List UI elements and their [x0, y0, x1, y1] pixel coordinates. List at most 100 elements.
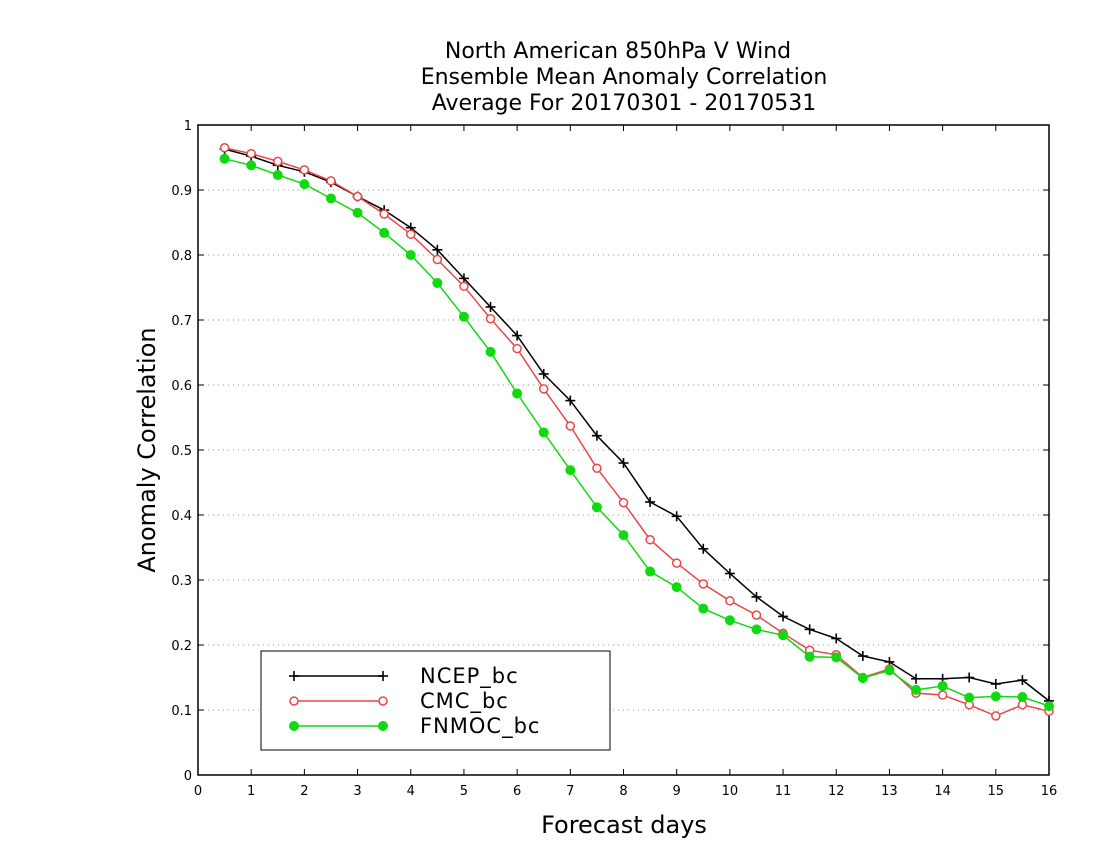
data-point — [618, 458, 629, 468]
data-point — [964, 672, 975, 683]
legend-marker — [378, 671, 388, 681]
y-tick-label: 0 — [184, 769, 192, 784]
y-tick-label: 0.3 — [171, 574, 192, 589]
data-point — [724, 568, 735, 579]
data-point — [778, 630, 789, 641]
x-tick-label: 4 — [407, 784, 415, 799]
series-cmc-bc — [219, 143, 1054, 721]
data-point — [724, 615, 735, 626]
y-tick-label: 0.5 — [171, 444, 192, 459]
x-tick-label: 5 — [460, 784, 468, 799]
x-tick-label: 14 — [934, 784, 951, 799]
data-point — [911, 684, 922, 695]
data-point — [432, 277, 443, 288]
x-tick-label: 1 — [247, 784, 255, 799]
x-tick-label: 9 — [673, 784, 681, 799]
legend-marker — [289, 671, 299, 681]
x-tick-label: 2 — [300, 784, 308, 799]
data-point — [432, 244, 443, 255]
data-point — [459, 281, 469, 291]
y-tick-label: 0.9 — [171, 184, 192, 199]
data-point — [1017, 675, 1028, 686]
data-point — [591, 430, 602, 441]
data-point — [379, 209, 389, 219]
data-point — [512, 343, 522, 354]
data-point — [219, 143, 230, 153]
data-point — [538, 427, 549, 438]
data-point — [831, 633, 842, 644]
data-point — [645, 566, 656, 577]
grid-lines — [198, 189, 1049, 711]
x-tick-label: 0 — [194, 784, 202, 799]
data-point — [565, 421, 576, 431]
data-point — [778, 611, 789, 622]
data-point — [671, 511, 682, 522]
x-tick-label: 16 — [1041, 784, 1058, 799]
series-line-ncep-bc — [224, 148, 1050, 702]
y-tick-label: 0.2 — [171, 639, 192, 654]
legend-item-fnmoc-bc: FNMOC_bc — [289, 714, 540, 739]
data-point — [272, 170, 283, 181]
data-point — [485, 302, 496, 312]
x-tick-label: 7 — [566, 784, 574, 799]
data-point — [698, 579, 709, 589]
data-point — [937, 680, 948, 691]
data-point — [485, 346, 496, 357]
data-point — [538, 368, 549, 379]
y-tick-label: 1 — [184, 119, 192, 134]
x-tick-label: 8 — [619, 784, 627, 799]
x-tick-label: 3 — [353, 784, 361, 799]
series-line-fnmoc-bc — [224, 158, 1050, 707]
y-tick-label: 0.8 — [171, 249, 192, 264]
data-point — [725, 596, 735, 606]
x-axis-label: Forecast days — [541, 811, 707, 839]
y-tick-label: 0.6 — [171, 379, 192, 394]
data-point — [857, 673, 868, 684]
data-point — [751, 624, 762, 635]
series-fnmoc-bc — [219, 153, 1054, 712]
chart-title-line-2: Ensemble Mean Anomaly Correlation — [421, 65, 828, 90]
data-point — [219, 153, 230, 164]
legend-label: FNMOC_bc — [420, 714, 540, 739]
data-point — [671, 582, 682, 593]
data-point — [591, 502, 602, 513]
series-ncep-bc — [219, 144, 1054, 706]
data-point — [618, 497, 629, 508]
legend-label: NCEP_bc — [420, 664, 519, 689]
x-tick-label: 12 — [828, 784, 845, 799]
data-point — [937, 690, 948, 700]
data-point — [352, 191, 363, 202]
x-tick-label: 10 — [722, 784, 739, 799]
data-point — [991, 711, 1001, 721]
legend-marker — [378, 696, 388, 706]
data-point — [299, 165, 310, 175]
legend-marker — [378, 721, 388, 731]
data-point — [273, 156, 283, 167]
data-point — [512, 388, 523, 399]
data-point — [326, 176, 336, 186]
legend-item-cmc-bc: CMC_bc — [289, 689, 509, 714]
y-tick-label: 0.1 — [171, 704, 192, 719]
data-point — [698, 543, 709, 554]
data-point — [592, 463, 602, 473]
chart-title-line-1: North American 850hPa V Wind — [445, 39, 791, 64]
data-point — [299, 179, 310, 190]
data-point — [698, 603, 709, 614]
legend-label: CMC_bc — [420, 689, 509, 714]
data-point — [990, 691, 1001, 702]
data-point — [831, 652, 842, 663]
series-layer — [219, 143, 1054, 721]
data-point — [751, 591, 762, 602]
data-point — [565, 395, 576, 406]
x-tick-label: 13 — [881, 784, 898, 799]
data-point — [485, 313, 496, 324]
data-point — [857, 651, 868, 662]
data-point — [538, 384, 549, 394]
data-point — [246, 148, 256, 159]
data-point — [405, 250, 416, 260]
data-point — [379, 227, 390, 238]
data-point — [406, 229, 416, 239]
data-point — [804, 651, 815, 662]
